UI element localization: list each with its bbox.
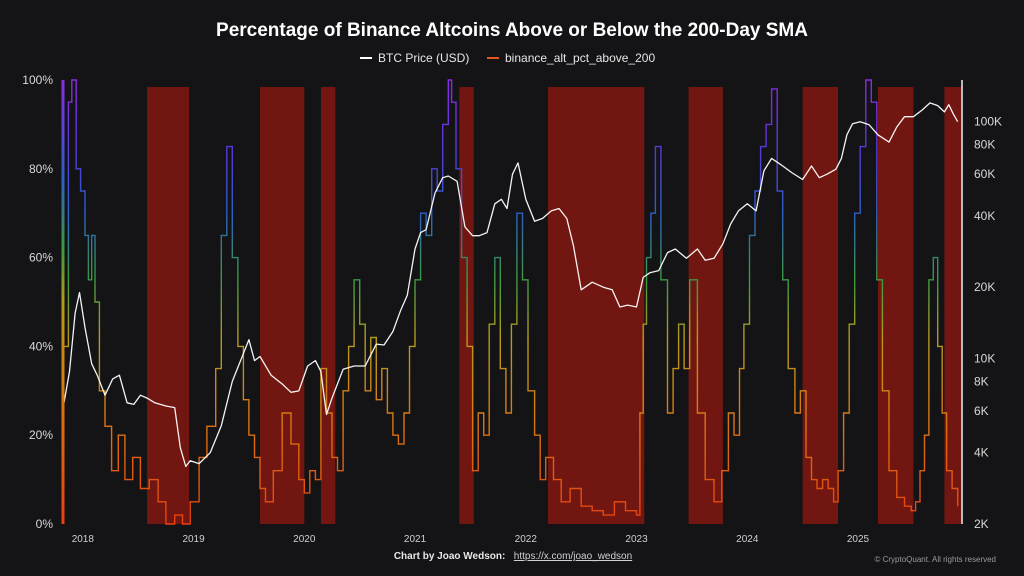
footer-link[interactable]: https://x.com/joao_wedson: [514, 551, 632, 562]
x-tick-2025: 2025: [847, 534, 870, 545]
y-right-tick-6: 40K: [974, 209, 995, 223]
x-tick-2020: 2020: [293, 534, 316, 545]
y-left-tick-2: 40%: [29, 339, 53, 353]
btc-series: [63, 102, 959, 468]
y-right-tick-8: 80K: [974, 138, 995, 152]
x-tick-2021: 2021: [404, 534, 427, 545]
footer: Chart by Joao Wedson: https://x.com/joao…: [394, 546, 997, 564]
y-right-tick-3: 8K: [974, 374, 989, 388]
bear-zone-8: [944, 87, 961, 524]
footer-credit: © CryptoQuant. All rights reserved: [875, 555, 997, 564]
x-tick-2023: 2023: [625, 534, 648, 545]
x-tick-2018: 2018: [72, 534, 95, 545]
y-right-tick-1: 4K: [974, 446, 989, 460]
y-left-tick-3: 60%: [29, 251, 53, 265]
footer-prefix: Chart by Joao Wedson:: [394, 551, 506, 562]
footer-text: Chart by Joao Wedson: https://x.com/joao…: [394, 546, 632, 563]
bear-zone-7: [877, 87, 914, 524]
legend-btc-label: BTC Price (USD): [378, 51, 469, 65]
bear-zone-0: [147, 87, 190, 524]
legend: BTC Price (USD) binance_alt_pct_above_20…: [360, 51, 655, 65]
alt-pct-line: [64, 79, 959, 525]
y-left-tick-4: 80%: [29, 162, 53, 176]
y-right-tick-0: 2K: [974, 517, 989, 531]
y-right-tick-2: 6K: [974, 404, 989, 418]
legend-alt-label: binance_alt_pct_above_200: [505, 51, 655, 65]
y-left-tick-0: 0%: [36, 517, 54, 531]
chart-title: Percentage of Binance Altcoins Above or …: [216, 20, 808, 41]
x-tick-2024: 2024: [736, 534, 759, 545]
y-right-tick-4: 10K: [974, 351, 995, 365]
x-ticks: 2018 2019 2020 2021 2022 2023 2024 2025: [72, 534, 870, 545]
y-right-ticks: 2K 4K 6K 8K 10K 20K 40K 60K 80K 100K: [974, 115, 1002, 531]
y-left-ticks: 0% 20% 40% 60% 80% 100%: [22, 73, 53, 531]
alt-series: [64, 79, 959, 525]
x-tick-2022: 2022: [515, 534, 538, 545]
x-tick-2019: 2019: [182, 534, 205, 545]
y-right-tick-9: 100K: [974, 115, 1002, 129]
y-right-tick-7: 60K: [974, 167, 995, 181]
bear-zone-6: [802, 87, 839, 524]
y-right-tick-5: 20K: [974, 280, 995, 294]
bear-zone-2: [320, 87, 336, 524]
btc-price-line: [63, 102, 959, 468]
y-left-tick-5: 100%: [22, 73, 53, 87]
y-left-tick-1: 20%: [29, 428, 53, 442]
